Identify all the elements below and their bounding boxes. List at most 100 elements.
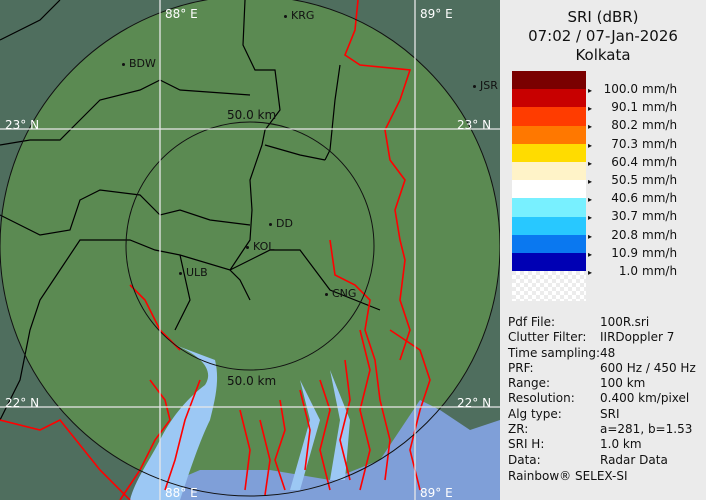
tick-unit: mm/h xyxy=(642,136,678,151)
sea xyxy=(130,400,500,500)
info-row: Pdf File: 100R.sri xyxy=(508,315,696,330)
info-value: 100 km xyxy=(600,376,646,391)
tick-unit: mm/h xyxy=(642,227,678,242)
info-value: a=281, b=1.53 xyxy=(600,422,693,437)
tick-unit: mm/h xyxy=(642,264,678,278)
tick-value: 40.6 xyxy=(611,191,639,206)
tick-unit: mm/h xyxy=(642,209,678,224)
lat-lon-grid xyxy=(0,0,500,500)
info-row: Time sampling: 48 xyxy=(508,346,696,361)
lat-label-left-22: 22° N xyxy=(5,396,40,410)
color-swatch xyxy=(512,161,586,181)
product-title: SRI (dBR) xyxy=(567,8,639,26)
no-data-swatch xyxy=(512,271,586,302)
tick-value: 90.1 xyxy=(611,100,639,115)
datetime: 07:02 / 07-Jan-2026 xyxy=(528,27,678,45)
scale-tick-label: 10.9mm/h xyxy=(588,246,677,260)
radar-map: 88° E 89° E 88° E 89° E 23° N 23° N 22° … xyxy=(0,0,500,500)
rivers xyxy=(0,0,431,500)
info-key: SRI H: xyxy=(508,437,545,452)
info-value: IIRDoppler 7 xyxy=(600,330,675,345)
info-row: Range: 100 km xyxy=(508,376,696,391)
info-key: Range: xyxy=(508,376,551,391)
color-swatch xyxy=(512,143,586,162)
info-key: Alg type: xyxy=(508,406,562,421)
tick-value: 100.0 xyxy=(603,82,639,96)
info-key: PRF: xyxy=(508,360,534,375)
info-value: 600 Hz / 450 Hz xyxy=(600,360,696,375)
lon-label-bottom-89: 89° E xyxy=(420,486,453,500)
tick-unit: mm/h xyxy=(642,82,678,96)
range-label-inner-top: 50.0 km xyxy=(227,108,277,122)
lon-label-bottom-88: 88° E xyxy=(165,486,198,500)
site-name: Kolkata xyxy=(575,46,631,64)
range-ring-inner xyxy=(125,121,375,371)
city-cng: CNG xyxy=(325,288,356,299)
info-value: 100R.sri xyxy=(600,315,650,329)
delta-channels xyxy=(290,370,350,490)
scale-tick-label: 40.6mm/h xyxy=(588,191,677,205)
info-key: Time sampling: xyxy=(508,345,601,360)
info-row: Resolution: 0.400 km/pixel xyxy=(508,391,696,406)
info-value: Radar Data xyxy=(600,452,668,467)
color-swatch xyxy=(512,234,586,253)
lon-label-top-88: 88° E xyxy=(165,7,198,21)
tick-value: 80.2 xyxy=(611,118,639,133)
info-value: SRI xyxy=(600,406,620,421)
hooghly-estuary xyxy=(130,345,218,500)
tick-unit: mm/h xyxy=(642,245,678,260)
scale-tick-label: 50.5mm/h xyxy=(588,173,677,187)
color-swatch xyxy=(512,107,586,126)
legend-panel: SRI (dBR) 07:02 / 07-Jan-2026 Kolkata 10… xyxy=(500,0,706,500)
tick-value: 10.9 xyxy=(611,245,639,260)
city-ulb: ULB xyxy=(179,267,208,278)
tick-unit: mm/h xyxy=(642,118,678,133)
info-row: Clutter Filter: IIRDoppler 7 xyxy=(508,330,696,345)
tick-value: 30.7 xyxy=(611,209,639,224)
tick-value: 50.5 xyxy=(611,173,639,187)
tick-value: 20.8 xyxy=(611,227,639,242)
info-value: 48 xyxy=(600,345,616,360)
range-label-inner-bottom: 50.0 km xyxy=(227,374,277,388)
color-swatch xyxy=(512,252,586,272)
scale-tick-label: 20.8mm/h xyxy=(588,228,677,242)
tick-value: 60.4 xyxy=(611,154,639,169)
range-ring-outer xyxy=(0,0,500,497)
city-dd: DD xyxy=(269,218,293,229)
tick-unit: mm/h xyxy=(642,173,678,187)
info-row: SRI H: 1.0 km xyxy=(508,437,696,452)
info-key: Clutter Filter: xyxy=(508,330,587,345)
color-scale xyxy=(512,71,586,302)
info-value: 0.400 km/pixel xyxy=(600,391,690,406)
color-swatch xyxy=(512,71,586,90)
info-key: Resolution: xyxy=(508,391,575,406)
scale-tick-label: 90.1mm/h xyxy=(588,100,677,114)
tick-unit: mm/h xyxy=(642,100,678,115)
info-row: ZR: a=281, b=1.53 xyxy=(508,422,696,437)
info-key: ZR: xyxy=(508,422,529,437)
credit: Rainbow® SELEX-SI xyxy=(508,468,628,483)
color-swatch xyxy=(512,216,586,235)
info-key: Data: xyxy=(508,452,541,467)
lat-label-right-23: 23° N xyxy=(457,118,492,132)
scale-tick-label: 100.0mm/h xyxy=(588,82,677,96)
scale-tick-label: 60.4mm/h xyxy=(588,155,677,169)
lon-label-top-89: 89° E xyxy=(420,7,453,21)
city-krg: KRG xyxy=(284,10,314,21)
color-swatch xyxy=(512,198,586,217)
color-swatch xyxy=(512,180,586,199)
scale-tick-label: 80.2mm/h xyxy=(588,118,677,132)
scale-tick-label: 70.3mm/h xyxy=(588,137,677,151)
info-row: PRF: 600 Hz / 450 Hz xyxy=(508,361,696,376)
scale-tick-label: 1.0mm/h xyxy=(588,264,677,278)
lat-label-left-23: 23° N xyxy=(5,118,40,132)
info-row: Data: Radar Data xyxy=(508,453,696,468)
info-value: 1.0 km xyxy=(600,437,642,452)
lat-label-right-22: 22° N xyxy=(457,396,492,410)
tick-unit: mm/h xyxy=(642,154,678,169)
color-swatch xyxy=(512,125,586,144)
city-bdw: BDW xyxy=(122,58,156,69)
info-key: Pdf File: xyxy=(508,315,556,329)
info-row: Alg type: SRI xyxy=(508,407,696,422)
